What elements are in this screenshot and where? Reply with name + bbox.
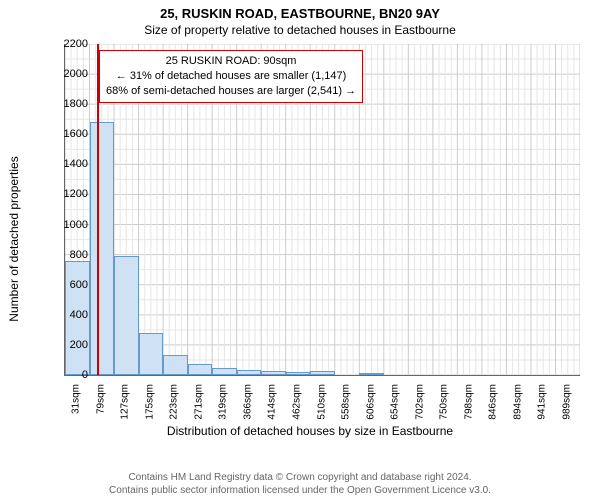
histogram-bar (188, 364, 213, 375)
x-tick-label: 366sqm (242, 384, 253, 420)
x-tick-label: 798sqm (463, 384, 474, 420)
x-tick-label: 606sqm (365, 384, 376, 420)
histogram-bar (261, 371, 286, 375)
y-tick-label: 600 (58, 279, 88, 291)
x-tick-label: 654sqm (390, 384, 401, 420)
histogram-bar (212, 368, 237, 375)
histogram-bar (310, 371, 335, 376)
plot-area: 25 RUSKIN ROAD: 90sqm ← 31% of detached … (64, 44, 580, 376)
chart-container: 25, RUSKIN ROAD, EASTBOURNE, BN20 9AY Si… (0, 0, 600, 500)
y-tick-label: 0 (58, 369, 88, 381)
footer-line-2: Contains public sector information licen… (0, 485, 600, 498)
x-tick-label: 941sqm (537, 384, 548, 420)
x-tick-label: 558sqm (341, 384, 352, 420)
x-tick-label: 702sqm (414, 384, 425, 420)
x-tick-label: 462sqm (291, 384, 302, 420)
y-tick-label: 400 (58, 309, 88, 321)
x-tick-label: 127sqm (120, 384, 131, 420)
annotation-line-2: ← 31% of detached houses are smaller (1,… (106, 69, 356, 84)
y-axis-label: Number of detached properties (7, 156, 21, 321)
histogram-bar (114, 256, 139, 375)
histogram-bar (359, 373, 384, 375)
footer-line-1: Contains HM Land Registry data © Crown c… (0, 472, 600, 485)
histogram-bar (90, 122, 115, 375)
y-tick-label: 1800 (58, 98, 88, 110)
x-tick-label: 271sqm (193, 384, 204, 420)
x-tick-label: 175sqm (144, 384, 155, 420)
x-tick-label: 414sqm (267, 384, 278, 420)
chart-subtitle: Size of property relative to detached ho… (0, 21, 600, 37)
y-tick-label: 800 (58, 249, 88, 261)
histogram-bar (237, 370, 262, 375)
y-tick-label: 1200 (58, 188, 88, 200)
x-tick-label: 989sqm (561, 384, 572, 420)
x-tick-label: 510sqm (316, 384, 327, 420)
x-axis-label: Distribution of detached houses by size … (38, 424, 582, 438)
chart-outer: Number of detached properties 25 RUSKIN … (38, 44, 582, 434)
histogram-bar (139, 333, 164, 375)
x-tick-label: 223sqm (169, 384, 180, 420)
x-tick-label: 894sqm (512, 384, 523, 420)
annotation-line-3: 68% of semi-detached houses are larger (… (106, 84, 356, 99)
footer: Contains HM Land Registry data © Crown c… (0, 472, 600, 497)
x-tick-label: 319sqm (218, 384, 229, 420)
y-tick-label: 2200 (58, 38, 88, 50)
y-tick-label: 1600 (58, 128, 88, 140)
x-tick-label: 79sqm (95, 384, 106, 414)
histogram-bar (163, 355, 188, 375)
x-tick-label: 31sqm (71, 384, 82, 414)
y-tick-label: 1400 (58, 158, 88, 170)
x-tick-label: 846sqm (488, 384, 499, 420)
y-tick-label: 1000 (58, 219, 88, 231)
y-tick-label: 200 (58, 339, 88, 351)
y-tick-label: 2000 (58, 68, 88, 80)
x-tick-label: 750sqm (439, 384, 450, 420)
annotation-line-1: 25 RUSKIN ROAD: 90sqm (106, 54, 356, 69)
chart-title: 25, RUSKIN ROAD, EASTBOURNE, BN20 9AY (0, 0, 600, 21)
annotation-box: 25 RUSKIN ROAD: 90sqm ← 31% of detached … (99, 50, 363, 103)
histogram-bar (286, 372, 311, 375)
